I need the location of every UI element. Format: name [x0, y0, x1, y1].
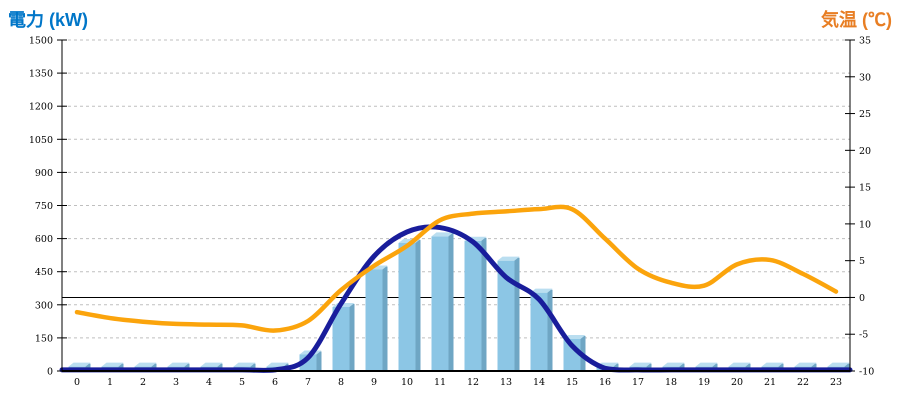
svg-text:35: 35: [859, 36, 871, 47]
svg-text:15: 15: [859, 183, 871, 194]
svg-text:30: 30: [859, 72, 871, 83]
svg-text:6: 6: [272, 377, 278, 388]
svg-text:0: 0: [47, 367, 53, 378]
svg-text:17: 17: [632, 377, 644, 388]
svg-text:-10: -10: [859, 367, 874, 378]
svg-text:25: 25: [859, 109, 871, 120]
svg-text:4: 4: [206, 377, 212, 388]
power-bar: [365, 265, 388, 371]
power-bar: [398, 239, 421, 371]
svg-text:1: 1: [107, 377, 113, 388]
svg-text:0: 0: [74, 377, 80, 388]
svg-text:-5: -5: [859, 330, 868, 341]
svg-text:150: 150: [35, 333, 53, 344]
svg-text:750: 750: [35, 201, 53, 212]
svg-text:0: 0: [859, 293, 865, 304]
left-axis-ticks: 0 150 300 450 600 750 900 1050 1200 1350 1500: [29, 36, 67, 378]
svg-text:18: 18: [665, 377, 677, 388]
power-bar: [431, 232, 454, 371]
svg-text:5: 5: [239, 377, 245, 388]
svg-text:2: 2: [140, 377, 146, 388]
gridlines: [62, 39, 850, 339]
svg-text:23: 23: [830, 377, 842, 388]
svg-text:11: 11: [434, 377, 446, 388]
svg-text:1500: 1500: [29, 36, 53, 47]
svg-text:22: 22: [797, 377, 809, 388]
power-bars-series: [68, 232, 850, 371]
svg-text:20: 20: [859, 146, 871, 157]
power-line-series: [59, 224, 853, 373]
svg-text:450: 450: [35, 267, 53, 278]
axes: [61, 40, 851, 372]
svg-text:1350: 1350: [29, 69, 53, 80]
svg-text:600: 600: [35, 234, 53, 245]
right-axis-ticks: -10 -5 0 5 10 15 20 25 30 35: [845, 36, 874, 378]
svg-text:10: 10: [401, 377, 413, 388]
svg-text:7: 7: [305, 377, 311, 388]
svg-text:1050: 1050: [29, 135, 53, 146]
x-axis-labels: 0 1 2 3 4 5 6 7 8 9 10 11 12 13 14 15 16 17 18 19 20 21 22 23: [74, 377, 842, 388]
power-bar: [530, 288, 553, 371]
svg-text:12: 12: [467, 377, 479, 388]
temperature-line-series: [74, 204, 839, 333]
svg-text:8: 8: [338, 377, 344, 388]
svg-text:10: 10: [859, 219, 871, 230]
svg-text:900: 900: [35, 168, 53, 179]
svg-text:9: 9: [371, 377, 377, 388]
svg-text:16: 16: [599, 377, 611, 388]
svg-text:5: 5: [859, 256, 865, 267]
right-axis-title: 気温 (℃): [821, 10, 892, 30]
svg-text:20: 20: [731, 377, 743, 388]
power-bar: [497, 256, 520, 371]
svg-text:13: 13: [500, 377, 512, 388]
left-axis-title: 電力 (kW): [8, 10, 88, 30]
svg-text:15: 15: [566, 377, 578, 388]
svg-text:21: 21: [764, 377, 776, 388]
svg-text:14: 14: [533, 377, 545, 388]
svg-text:3: 3: [173, 377, 179, 388]
svg-text:300: 300: [35, 300, 53, 311]
svg-text:19: 19: [698, 377, 710, 388]
power-bar: [464, 236, 487, 371]
svg-text:1200: 1200: [29, 102, 53, 113]
